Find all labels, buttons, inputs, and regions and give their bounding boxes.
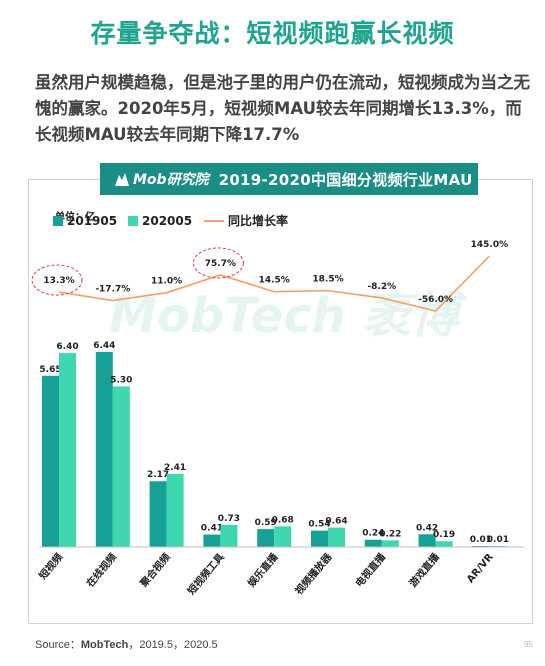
x-label-1: 在线视频	[83, 551, 119, 590]
growth-line-group: 13.3% -17.7% 11.0% 75.7% 14.5% 18.5% -8.2% -56.…	[43, 240, 509, 312]
growth-label-5: 18.5%	[312, 275, 343, 285]
page-number: 95	[524, 640, 533, 649]
source-dates: ，2019.5，2020.5	[128, 639, 218, 651]
bar-202005-2	[166, 473, 184, 547]
bar-201905-6	[364, 539, 382, 547]
bar-201905-0	[42, 375, 59, 547]
bar-label-202005-5: 0.64	[325, 517, 347, 527]
x-label-3: 短视频工具	[185, 551, 227, 598]
bar-label-202005-4: 0.68	[272, 515, 294, 525]
source-note: Source：MobTech，2019.5，2020.5	[35, 636, 218, 652]
bar-202005-6	[381, 540, 399, 547]
bar-202005-5	[328, 527, 345, 547]
page-title: 存量争夺战：短视频跑赢长视频	[90, 19, 455, 48]
bar-label-202005-6: 0.22	[379, 529, 401, 539]
legend-swatch-201905	[53, 216, 63, 226]
bar-201905-7	[418, 534, 436, 547]
chart-title-banner: Mob研究院 2019-2020中国细分视频行业MAU	[100, 163, 478, 195]
legend-label-growth: 同比增长率	[228, 213, 288, 228]
growth-label-3: 75.7%	[205, 259, 236, 269]
bar-label-202005-3: 0.73	[218, 514, 240, 524]
bar-label-201905-4: 0.59	[255, 518, 277, 528]
growth-label-0: 13.3%	[43, 276, 74, 286]
bar-label-201905-8: 0.01	[470, 535, 492, 545]
bar-202005-4	[274, 526, 292, 547]
x-label-2: 聚合视频	[137, 551, 173, 591]
bar-label-201905-0: 5.65	[39, 365, 61, 375]
bar-label-202005-1: 5.30	[110, 375, 132, 385]
growth-label-6: -8.2%	[367, 282, 396, 292]
bar-label-201905-5: 0.54	[308, 520, 330, 530]
bar-201905-1	[95, 351, 113, 547]
x-label-5: 视频播放器	[292, 550, 335, 597]
intro-paragraph: 虽然用户规模趋稳，但是池子里的用户仍在流动，短视频成为当之无愧的赢家。2020年…	[35, 73, 530, 144]
mob-logo-icon	[115, 173, 129, 186]
bar-201905-5	[311, 530, 328, 547]
x-label-6: 电视直播	[352, 550, 388, 590]
growth-label-2: 11.0%	[151, 277, 182, 287]
bar-202005-0	[59, 353, 76, 547]
bar-label-202005-8: 0.01	[487, 535, 509, 545]
bar-label-201905-2: 2.17	[147, 470, 169, 480]
growth-label-1: -17.7%	[95, 285, 130, 295]
x-label-0: 短视频	[36, 551, 65, 582]
bar-label-201905-7: 0.42	[416, 523, 438, 533]
x-label-7: 游戏直播	[406, 550, 442, 590]
bar-label-201905-3: 0.41	[201, 524, 223, 534]
source-name: MobTech	[80, 639, 129, 651]
bar-202005-7	[435, 541, 453, 547]
x-label-8: AR/VR	[465, 552, 496, 586]
source-label: Source：	[35, 639, 81, 651]
highlight-circle-0	[31, 264, 83, 296]
bar-label-201905-6: 0.24	[362, 529, 384, 539]
highlight-group	[31, 247, 244, 296]
chart-frame: MobTech 袤博 单位：亿 201905 202005 同比增长率 5.65…	[28, 179, 533, 624]
bar-label-202005-2: 2.41	[164, 463, 186, 473]
bar-201905-2	[149, 481, 167, 547]
legend: 201905 202005 同比增长率	[53, 213, 288, 228]
watermark: MobTech 袤博	[109, 288, 467, 344]
growth-line	[58, 255, 490, 312]
bar-202005-1	[112, 386, 130, 547]
mau-chart: MobTech 袤博 单位：亿 201905 202005 同比增长率 5.65…	[31, 210, 524, 597]
x-axis-labels: 短视频 在线视频 聚合视频 短视频工具 娱乐直播 视频播放器 电视直播 游戏直播 AR/VR	[36, 550, 496, 597]
chart-title: 2019-2020中国细分视频行业MAU	[218, 170, 473, 189]
legend-label-201905: 201905	[67, 214, 117, 228]
x-label-4: 娱乐直播	[245, 550, 281, 590]
unit-label: 单位：亿	[55, 210, 95, 223]
legend-label-202005: 202005	[142, 214, 192, 228]
bar-label-202005-0: 6.40	[56, 342, 78, 352]
bars-group: 5.65 6.40 6.44 5.30 2.172.41 0.410.73 0.590.68…	[39, 341, 509, 547]
growth-label-8: 145.0%	[471, 240, 509, 250]
bar-label-202005-7: 0.19	[433, 530, 455, 540]
bar-201905-3	[203, 534, 221, 547]
growth-label-4: 14.5%	[259, 276, 290, 286]
bar-201905-4	[257, 529, 275, 547]
bar-202005-3	[220, 524, 238, 547]
legend-swatch-202005	[128, 216, 138, 226]
brand-logo: Mob研究院	[114, 169, 209, 189]
growth-label-7: -56.0%	[418, 295, 453, 305]
brand-name: Mob研究院	[133, 172, 209, 188]
bar-label-201905-1: 6.44	[93, 341, 115, 351]
highlight-circle-3	[192, 247, 244, 279]
